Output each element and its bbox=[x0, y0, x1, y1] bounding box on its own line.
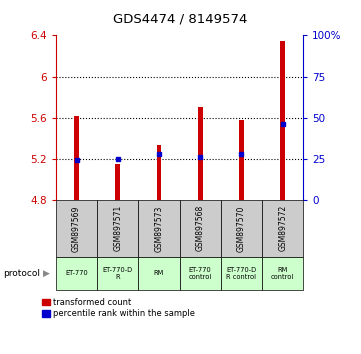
Bar bbox=[198, 107, 203, 200]
Text: ET-770: ET-770 bbox=[65, 270, 88, 276]
Text: ▶: ▶ bbox=[43, 269, 49, 278]
Text: ET-770
control: ET-770 control bbox=[188, 267, 212, 280]
Bar bbox=[115, 164, 120, 200]
Bar bbox=[280, 41, 285, 200]
Bar bbox=[180, 257, 221, 290]
Text: GSM897570: GSM897570 bbox=[237, 205, 246, 252]
Bar bbox=[239, 120, 244, 200]
Text: GSM897568: GSM897568 bbox=[196, 205, 205, 251]
Bar bbox=[56, 257, 97, 290]
Bar bbox=[138, 200, 180, 257]
Bar bbox=[262, 257, 303, 290]
Text: ET-770-D
R control: ET-770-D R control bbox=[226, 267, 256, 280]
Bar bbox=[56, 200, 97, 257]
Text: protocol: protocol bbox=[4, 269, 40, 278]
Bar bbox=[221, 257, 262, 290]
Bar bbox=[221, 200, 262, 257]
Text: GSM897572: GSM897572 bbox=[278, 205, 287, 251]
Text: GSM897573: GSM897573 bbox=[155, 205, 164, 252]
Bar bbox=[262, 200, 303, 257]
Text: ET-770-D
R: ET-770-D R bbox=[103, 267, 133, 280]
Text: GSM897571: GSM897571 bbox=[113, 205, 122, 251]
Text: RM: RM bbox=[154, 270, 164, 276]
Bar bbox=[74, 116, 79, 200]
Text: GSM897569: GSM897569 bbox=[72, 205, 81, 252]
Bar bbox=[138, 257, 180, 290]
Bar bbox=[97, 257, 138, 290]
Text: GDS4474 / 8149574: GDS4474 / 8149574 bbox=[113, 12, 248, 25]
Text: RM
control: RM control bbox=[271, 267, 294, 280]
Bar bbox=[180, 200, 221, 257]
Bar bbox=[157, 145, 161, 200]
Bar bbox=[97, 200, 138, 257]
Legend: transformed count, percentile rank within the sample: transformed count, percentile rank withi… bbox=[42, 298, 195, 319]
